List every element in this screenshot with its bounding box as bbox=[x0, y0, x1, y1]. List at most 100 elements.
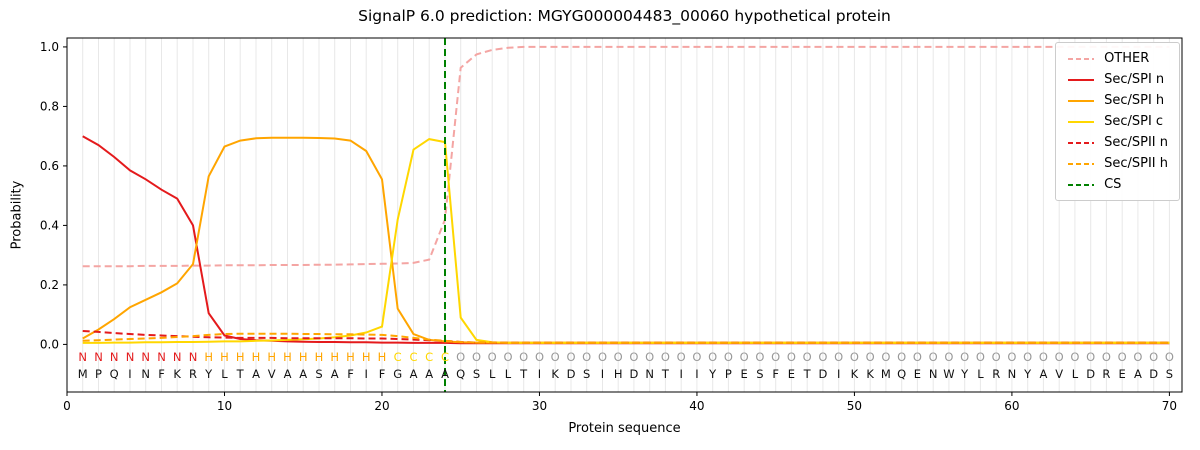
svg-text:G: G bbox=[393, 367, 402, 381]
x-axis-label: Protein sequence bbox=[568, 421, 681, 436]
y-tick-labels: 0.0 0.2 0.4 0.6 0.8 1.0 bbox=[40, 40, 67, 351]
legend-line-sample bbox=[1068, 57, 1095, 60]
svg-text:O: O bbox=[787, 350, 796, 364]
legend-label: OTHER bbox=[1104, 51, 1150, 66]
svg-text:A: A bbox=[252, 367, 260, 381]
svg-text:P: P bbox=[95, 367, 102, 381]
svg-text:N: N bbox=[110, 350, 119, 364]
svg-text:O: O bbox=[472, 350, 481, 364]
svg-text:S: S bbox=[583, 367, 590, 381]
svg-text:O: O bbox=[1133, 350, 1142, 364]
svg-text:O: O bbox=[834, 350, 843, 364]
svg-text:K: K bbox=[173, 367, 181, 381]
svg-text:O: O bbox=[850, 350, 859, 364]
svg-text:I: I bbox=[601, 367, 604, 381]
svg-text:N: N bbox=[157, 350, 166, 364]
svg-text:H: H bbox=[614, 367, 623, 381]
legend-item-sec-spi-h: Sec/SPI h bbox=[1067, 93, 1168, 108]
svg-text:Q: Q bbox=[110, 367, 119, 381]
svg-text:O: O bbox=[677, 350, 686, 364]
svg-text:O: O bbox=[897, 350, 906, 364]
svg-text:K: K bbox=[851, 367, 859, 381]
svg-text:O: O bbox=[1165, 350, 1174, 364]
svg-text:70: 70 bbox=[1162, 399, 1177, 413]
svg-text:O: O bbox=[708, 350, 717, 364]
legend-line-sample bbox=[1068, 78, 1095, 81]
svg-text:K: K bbox=[866, 367, 874, 381]
svg-text:A: A bbox=[441, 367, 449, 381]
chart-title: SignalP 6.0 prediction: MGYG000004483_00… bbox=[358, 7, 891, 25]
svg-text:0.6: 0.6 bbox=[40, 159, 59, 173]
svg-text:H: H bbox=[283, 350, 292, 364]
svg-text:D: D bbox=[629, 367, 638, 381]
svg-text:H: H bbox=[236, 350, 245, 364]
svg-text:O: O bbox=[803, 350, 812, 364]
svg-text:F: F bbox=[772, 367, 779, 381]
svg-text:Y: Y bbox=[960, 367, 969, 381]
svg-text:F: F bbox=[158, 367, 165, 381]
svg-text:O: O bbox=[488, 350, 497, 364]
svg-text:A: A bbox=[425, 367, 433, 381]
svg-text:0.8: 0.8 bbox=[40, 99, 59, 113]
svg-text:E: E bbox=[1119, 367, 1126, 381]
svg-text:C: C bbox=[394, 350, 402, 364]
svg-text:O: O bbox=[582, 350, 591, 364]
svg-text:O: O bbox=[960, 350, 969, 364]
svg-text:C: C bbox=[409, 350, 417, 364]
legend-line-sample bbox=[1068, 162, 1095, 165]
svg-text:N: N bbox=[645, 367, 654, 381]
svg-text:T: T bbox=[803, 367, 812, 381]
legend-label: Sec/SPI h bbox=[1104, 93, 1165, 108]
svg-text:Y: Y bbox=[708, 367, 717, 381]
svg-text:A: A bbox=[284, 367, 292, 381]
svg-text:N: N bbox=[126, 350, 135, 364]
svg-text:50: 50 bbox=[847, 399, 862, 413]
svg-text:O: O bbox=[1118, 350, 1127, 364]
svg-text:Q: Q bbox=[456, 367, 465, 381]
svg-text:H: H bbox=[346, 350, 355, 364]
svg-text:V: V bbox=[1055, 367, 1063, 381]
svg-text:O: O bbox=[566, 350, 575, 364]
svg-text:O: O bbox=[1102, 350, 1111, 364]
svg-text:N: N bbox=[1008, 367, 1017, 381]
svg-text:O: O bbox=[1007, 350, 1016, 364]
svg-text:C: C bbox=[441, 350, 449, 364]
svg-text:P: P bbox=[725, 367, 732, 381]
svg-text:M: M bbox=[78, 367, 88, 381]
axes-frame bbox=[66, 37, 1183, 393]
svg-text:20: 20 bbox=[374, 399, 389, 413]
svg-text:O: O bbox=[519, 350, 528, 364]
svg-text:I: I bbox=[695, 367, 698, 381]
svg-text:O: O bbox=[740, 350, 749, 364]
svg-text:R: R bbox=[189, 367, 197, 381]
svg-text:N: N bbox=[173, 350, 182, 364]
svg-text:O: O bbox=[929, 350, 938, 364]
series-sec-spi-c bbox=[82, 138, 1170, 344]
svg-text:A: A bbox=[1039, 367, 1047, 381]
svg-text:S: S bbox=[473, 367, 480, 381]
x-tick-labels: 0 10 20 30 40 50 60 70 bbox=[63, 392, 1177, 413]
svg-text:N: N bbox=[929, 367, 938, 381]
svg-text:L: L bbox=[221, 367, 228, 381]
legend-item-cs: CS bbox=[1067, 177, 1168, 192]
svg-text:O: O bbox=[645, 350, 654, 364]
svg-text:H: H bbox=[267, 350, 276, 364]
series-sec-spi-h bbox=[82, 136, 1170, 344]
svg-text:1.0: 1.0 bbox=[40, 40, 59, 54]
svg-text:O: O bbox=[1070, 350, 1079, 364]
svg-text:O: O bbox=[771, 350, 780, 364]
svg-text:I: I bbox=[128, 367, 131, 381]
legend-line-sample bbox=[1068, 183, 1095, 186]
svg-text:M: M bbox=[881, 367, 891, 381]
svg-text:A: A bbox=[299, 367, 307, 381]
svg-text:L: L bbox=[977, 367, 984, 381]
svg-text:E: E bbox=[741, 367, 748, 381]
svg-text:O: O bbox=[614, 350, 623, 364]
svg-text:S: S bbox=[315, 367, 322, 381]
svg-text:N: N bbox=[141, 350, 150, 364]
series-other bbox=[82, 45, 1170, 268]
svg-text:I: I bbox=[538, 367, 541, 381]
svg-text:O: O bbox=[1055, 350, 1064, 364]
